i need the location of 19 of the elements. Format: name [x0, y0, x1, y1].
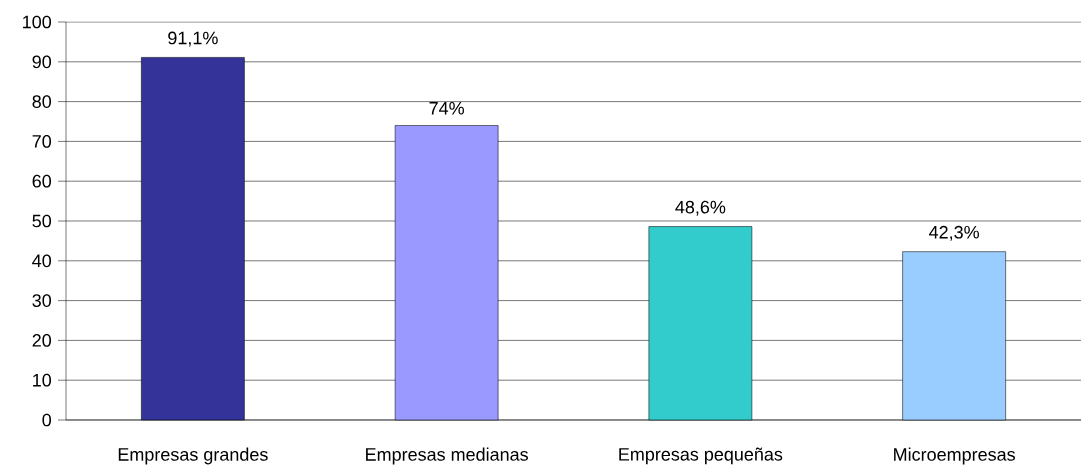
data-label: 48,6%	[675, 200, 726, 216]
y-tick-label: 100	[23, 15, 52, 29]
y-tick-label: 60	[32, 174, 52, 188]
y-tick-label: 80	[32, 95, 52, 108]
y-tick-label: 90	[32, 55, 52, 69]
y-tick-label: 40	[32, 254, 52, 268]
y-tick-label: 0	[42, 413, 52, 427]
y-tick-label: 70	[32, 135, 52, 148]
y-tick-label: 10	[33, 373, 52, 387]
x-tick-label: Empresas grandes	[118, 447, 268, 465]
x-tick-label: Empresas pequeñas	[619, 447, 783, 465]
data-label: 42,3%	[929, 225, 980, 241]
y-tick-label: 30	[32, 294, 52, 307]
y-tick-label: 50	[32, 214, 52, 228]
data-label: 74%	[429, 101, 464, 115]
x-tick-label: Empresas medianas	[366, 447, 528, 465]
data-label: 91,1%	[168, 31, 218, 47]
x-tick-label: Microempresas	[894, 447, 1015, 465]
y-tick-label: 20	[32, 334, 52, 347]
